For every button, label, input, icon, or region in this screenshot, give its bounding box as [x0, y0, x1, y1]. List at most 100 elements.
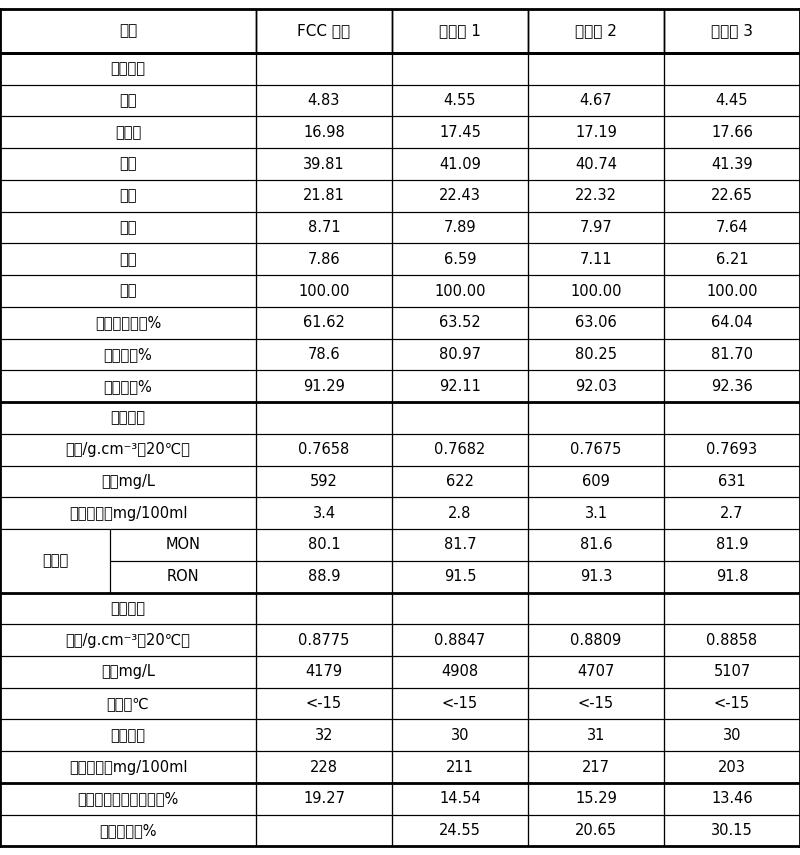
Text: 0.8858: 0.8858 — [706, 633, 758, 647]
Text: 17.66: 17.66 — [711, 125, 753, 140]
Text: 19.27: 19.27 — [303, 792, 345, 806]
Text: 100.00: 100.00 — [298, 284, 350, 298]
Text: 4179: 4179 — [306, 664, 342, 680]
Bar — [0, 85, 256, 116]
Bar — [528, 466, 664, 498]
Text: 91.29: 91.29 — [303, 379, 345, 394]
Bar — [0, 815, 256, 846]
Bar — [664, 624, 800, 656]
Bar — [256, 593, 392, 624]
Text: 592: 592 — [310, 474, 338, 489]
Bar — [256, 116, 392, 148]
Bar — [256, 561, 392, 593]
Text: 15.29: 15.29 — [575, 792, 617, 806]
Text: 0.7675: 0.7675 — [570, 442, 622, 457]
Bar — [528, 624, 664, 656]
Text: 32: 32 — [314, 728, 334, 743]
Text: 7.97: 7.97 — [580, 220, 612, 235]
Bar — [0, 466, 256, 498]
Text: 211: 211 — [446, 759, 474, 775]
Text: 61.62: 61.62 — [303, 315, 345, 330]
Bar — [256, 180, 392, 212]
Text: 十六烷値: 十六烷値 — [110, 728, 146, 743]
Text: 622: 622 — [446, 474, 474, 489]
Bar — [392, 656, 528, 687]
Bar — [392, 783, 528, 815]
Bar — [392, 212, 528, 244]
Text: <-15: <-15 — [578, 696, 614, 711]
Text: 80.97: 80.97 — [439, 347, 481, 362]
Bar — [528, 339, 664, 370]
Bar — [0, 593, 256, 624]
Text: MON: MON — [166, 538, 201, 552]
Text: 16.98: 16.98 — [303, 125, 345, 140]
Text: 92.03: 92.03 — [575, 379, 617, 394]
Bar — [256, 53, 392, 85]
Bar — [664, 275, 800, 307]
Bar — [256, 687, 392, 720]
Bar — [664, 212, 800, 244]
Text: 0.7682: 0.7682 — [434, 442, 486, 457]
Bar — [392, 9, 528, 53]
Text: 总液收，%: 总液收，% — [104, 347, 152, 362]
Bar — [392, 593, 528, 624]
Bar — [256, 783, 392, 815]
Bar — [0, 275, 256, 307]
Bar — [256, 498, 392, 529]
Bar — [664, 402, 800, 433]
Bar — [256, 815, 392, 846]
Text: 0.8847: 0.8847 — [434, 633, 486, 647]
Text: <-15: <-15 — [306, 696, 342, 711]
Bar — [392, 244, 528, 275]
Bar — [528, 116, 664, 148]
Bar — [0, 402, 256, 433]
Bar — [392, 529, 528, 561]
Text: 100.00: 100.00 — [706, 284, 758, 298]
Text: 81.7: 81.7 — [444, 538, 476, 552]
Text: 8.71: 8.71 — [308, 220, 340, 235]
Text: 17.19: 17.19 — [575, 125, 617, 140]
Text: 实施例 1: 实施例 1 — [439, 23, 481, 38]
Bar — [664, 339, 800, 370]
Text: 4908: 4908 — [442, 664, 478, 680]
Text: 217: 217 — [582, 759, 610, 775]
Text: 转化率，%: 转化率，% — [104, 379, 152, 394]
Bar — [528, 656, 664, 687]
Bar — [664, 752, 800, 783]
Bar — [528, 687, 664, 720]
Bar — [664, 433, 800, 466]
Bar — [256, 402, 392, 433]
Bar — [392, 85, 528, 116]
Text: 2.8: 2.8 — [448, 505, 472, 521]
Bar — [392, 687, 528, 720]
Text: 柴油: 柴油 — [119, 188, 137, 203]
Bar — [664, 148, 800, 180]
Bar — [392, 275, 528, 307]
Text: 81.70: 81.70 — [711, 347, 753, 362]
Text: 100.00: 100.00 — [434, 284, 486, 298]
Text: <-15: <-15 — [442, 696, 478, 711]
Text: 7.86: 7.86 — [308, 251, 340, 267]
Text: 实施例 2: 实施例 2 — [575, 23, 617, 38]
Bar — [0, 752, 256, 783]
Text: 项目: 项目 — [119, 23, 137, 38]
Bar — [664, 85, 800, 116]
Text: 产品分布: 产品分布 — [110, 62, 146, 76]
Bar — [528, 180, 664, 212]
Text: 22.32: 22.32 — [575, 188, 617, 203]
Text: 辛烷値: 辛烷値 — [42, 553, 68, 569]
Bar — [0, 561, 256, 593]
Bar — [392, 498, 528, 529]
Text: 91.8: 91.8 — [716, 569, 748, 584]
Bar — [664, 815, 800, 846]
Text: 24.55: 24.55 — [439, 823, 481, 838]
Text: 实际胶质，mg/100ml: 实际胶质，mg/100ml — [69, 505, 187, 521]
Text: 6.59: 6.59 — [444, 251, 476, 267]
Bar — [528, 720, 664, 752]
Bar — [0, 720, 256, 752]
Bar — [664, 9, 800, 53]
Text: 7.89: 7.89 — [444, 220, 476, 235]
Bar — [256, 244, 392, 275]
Bar — [528, 815, 664, 846]
Bar — [528, 529, 664, 561]
